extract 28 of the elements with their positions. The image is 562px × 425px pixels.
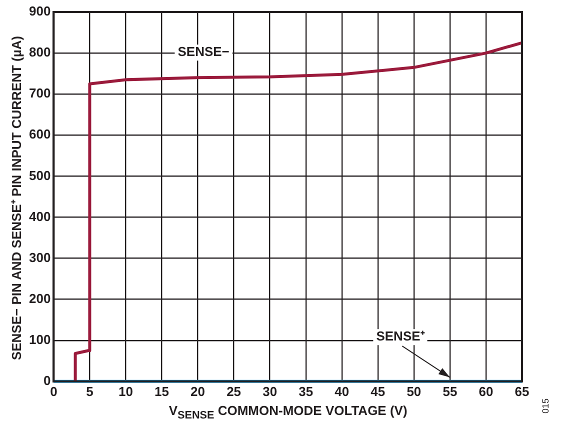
x-tick-label: 60 bbox=[478, 384, 494, 399]
y-tick-label: 0 bbox=[43, 372, 51, 388]
x-tick-label: 25 bbox=[226, 384, 242, 399]
x-tick-label: 30 bbox=[262, 384, 278, 399]
x-axis-title: V$_{SENSE}$ COMMON-MODE VOLTAGE (V) bbox=[168, 403, 408, 422]
x-tick-label: 20 bbox=[190, 384, 206, 399]
x-tick-label: 35 bbox=[298, 384, 314, 399]
y-axis-title: SENSE− PIN AND SENSE⁺ PIN INPUT CURRENT (µA) bbox=[8, 36, 26, 360]
y-tick-label: 100 bbox=[28, 332, 51, 347]
y-tick-label: 300 bbox=[28, 250, 51, 265]
x-tick-label: 40 bbox=[334, 384, 350, 399]
annotation: SENSE− bbox=[178, 44, 230, 60]
y-tick-label: 800 bbox=[28, 44, 51, 60]
y-tick-label: 700 bbox=[28, 86, 51, 101]
y-tick-label: 900 bbox=[28, 4, 51, 19]
x-tick-label: 10 bbox=[118, 384, 133, 399]
y-tick-label: 200 bbox=[28, 290, 51, 306]
x-tick-label: 15 bbox=[154, 384, 169, 399]
y-tick-label: 500 bbox=[28, 168, 51, 183]
y-tick-label: 600 bbox=[28, 126, 51, 142]
x-tick-label: 65 bbox=[514, 384, 530, 399]
x-tick-label: 45 bbox=[370, 384, 386, 399]
x-tick-label: 55 bbox=[442, 384, 458, 399]
annotation: SENSE⁺ bbox=[376, 328, 426, 344]
y-tick-label: 400 bbox=[28, 208, 51, 224]
x-tick-label: 50 bbox=[406, 384, 422, 399]
text: 015 bbox=[540, 398, 550, 414]
x-tick-label: 5 bbox=[86, 384, 94, 399]
